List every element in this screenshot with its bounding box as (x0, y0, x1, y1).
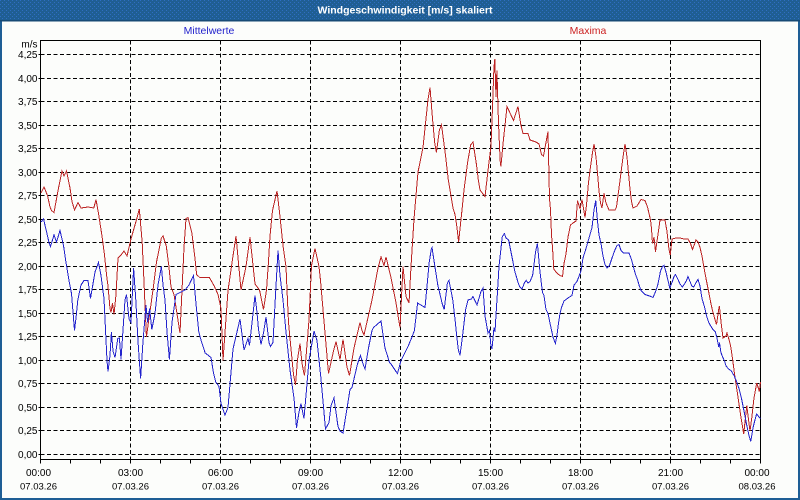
svg-text:3,00: 3,00 (18, 168, 38, 179)
svg-text:2,50: 2,50 (18, 215, 38, 226)
svg-text:07.03.26: 07.03.26 (472, 482, 509, 493)
svg-text:4,25: 4,25 (18, 50, 38, 61)
svg-text:09:00: 09:00 (298, 468, 323, 479)
svg-text:3,25: 3,25 (18, 144, 38, 155)
svg-text:2,25: 2,25 (18, 238, 38, 249)
svg-text:00:00: 00:00 (744, 468, 769, 479)
svg-text:0,75: 0,75 (18, 379, 38, 390)
svg-text:2,00: 2,00 (18, 262, 38, 273)
svg-text:4,00: 4,00 (18, 74, 38, 85)
svg-text:00:00: 00:00 (26, 468, 51, 479)
svg-text:Mittelwerte: Mittelwerte (184, 25, 235, 37)
svg-text:07.03.26: 07.03.26 (292, 482, 329, 493)
svg-text:1,75: 1,75 (18, 285, 38, 296)
svg-text:0,25: 0,25 (18, 426, 38, 437)
svg-text:2,75: 2,75 (18, 191, 38, 202)
svg-text:12:00: 12:00 (388, 468, 413, 479)
svg-text:1,50: 1,50 (18, 309, 38, 320)
svg-text:3,75: 3,75 (18, 97, 38, 108)
svg-text:15:00: 15:00 (478, 468, 503, 479)
svg-text:1,25: 1,25 (18, 332, 38, 343)
svg-text:0,00: 0,00 (18, 450, 38, 461)
svg-text:07.03.26: 07.03.26 (112, 482, 149, 493)
svg-text:1,00: 1,00 (18, 356, 38, 367)
svg-text:08.03.26: 08.03.26 (739, 482, 776, 493)
svg-text:21:00: 21:00 (658, 468, 683, 479)
svg-text:18:00: 18:00 (568, 468, 593, 479)
svg-text:Windgeschwindigkeit [m/s] skal: Windgeschwindigkeit [m/s] skaliert (318, 5, 493, 17)
svg-text:06:00: 06:00 (208, 468, 233, 479)
svg-text:Maxima: Maxima (570, 25, 607, 37)
svg-text:07.03.26: 07.03.26 (202, 482, 239, 493)
svg-text:07.03.26: 07.03.26 (562, 482, 599, 493)
svg-text:m/s: m/s (21, 40, 37, 51)
svg-text:07.03.26: 07.03.26 (652, 482, 689, 493)
svg-text:0,50: 0,50 (18, 403, 38, 414)
svg-text:07.03.26: 07.03.26 (382, 482, 419, 493)
svg-text:3,50: 3,50 (18, 121, 38, 132)
svg-text:07.03.26: 07.03.26 (20, 482, 57, 493)
svg-text:03:00: 03:00 (118, 468, 143, 479)
